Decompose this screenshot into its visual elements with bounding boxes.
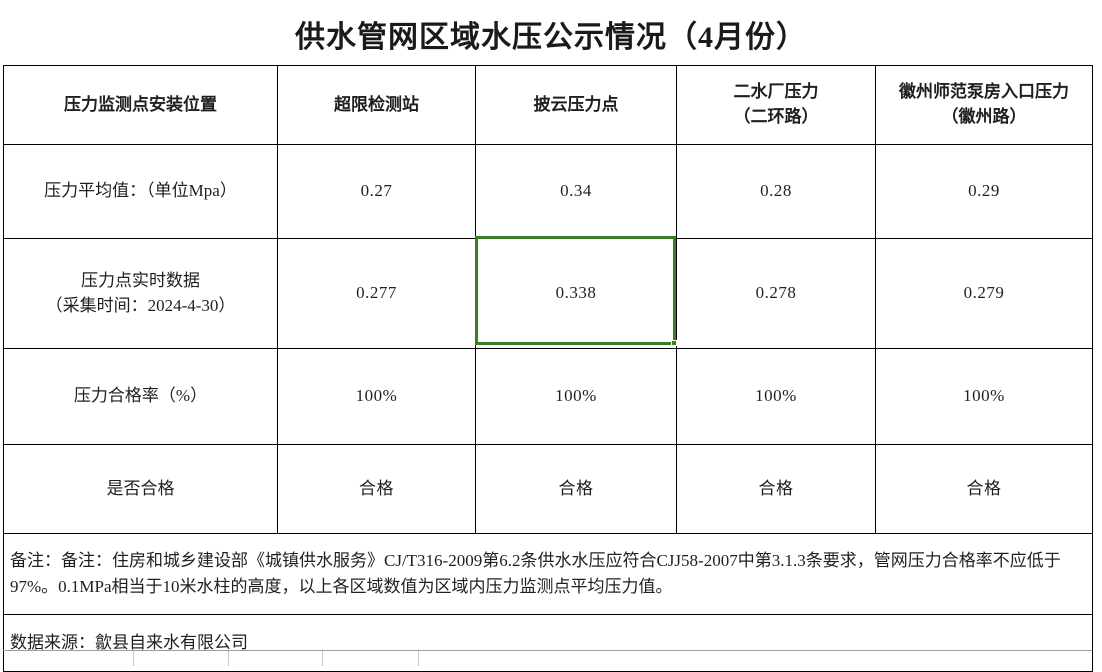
header-ershuichang-line1: 二水厂压力 <box>733 82 819 102</box>
table-row: 压力点实时数据 （采集时间：2024-4-30） 0.277 0.338 0.2… <box>3 238 1093 349</box>
page-title: 供水管网区域水压公示情况（4月份） <box>295 21 807 54</box>
table-note-row: 备注：备注：住房和城乡建设部《城镇供水服务》CJ/T316-2009第6.2条供… <box>3 533 1093 615</box>
pressure-table-container: 压力监测点安装位置 超限检测站 披云压力点 二水厂压力 （二环路） 徽州师范泵房… <box>3 65 1093 672</box>
grid-divider <box>228 651 229 666</box>
cell-realtime-chaoxian[interactable]: 0.277 <box>277 238 476 349</box>
note-cell: 备注：备注：住房和城乡建设部《城镇供水服务》CJ/T316-2009第6.2条供… <box>3 533 1093 615</box>
row-label-realtime-data: 压力点实时数据 （采集时间：2024-4-30） <box>3 238 278 349</box>
table-header-row: 压力监测点安装位置 超限检测站 披云压力点 二水厂压力 （二环路） 徽州师范泵房… <box>3 65 1093 145</box>
header-cell-piyun: 披云压力点 <box>475 65 677 145</box>
cell-passrate-piyun[interactable]: 100% <box>475 348 677 445</box>
row-label-average-pressure: 压力平均值：（单位Mpa） <box>3 144 278 239</box>
grid-divider <box>418 651 419 666</box>
cell-realtime-ershuichang[interactable]: 0.278 <box>676 238 876 349</box>
cell-average-huizhou[interactable]: 0.29 <box>875 144 1093 239</box>
table-row: 是否合格 合格 合格 合格 合格 <box>3 444 1093 534</box>
grid-divider <box>133 651 134 666</box>
row-label-realtime-line1: 压力点实时数据 <box>81 270 200 290</box>
water-pressure-table: 压力监测点安装位置 超限检测站 披云压力点 二水厂压力 （二环路） 徽州师范泵房… <box>3 65 1093 672</box>
row-label-pass-rate: 压力合格率（%） <box>3 348 278 445</box>
cell-qualified-ershuichang[interactable]: 合格 <box>676 444 876 534</box>
header-cell-ershuichang: 二水厂压力 （二环路） <box>676 65 876 145</box>
cell-realtime-huizhou[interactable]: 0.279 <box>875 238 1093 349</box>
source-cell: 数据来源：歙县自来水有限公司 <box>3 614 1093 672</box>
cell-passrate-huizhou[interactable]: 100% <box>875 348 1093 445</box>
cell-qualified-huizhou[interactable]: 合格 <box>875 444 1093 534</box>
row-label-realtime-line2: （采集时间：2024-4-30） <box>45 295 236 315</box>
grid-divider <box>322 651 323 666</box>
cell-average-ershuichang[interactable]: 0.28 <box>676 144 876 239</box>
table-row: 压力平均值：（单位Mpa） 0.27 0.34 0.28 0.29 <box>3 144 1093 239</box>
cell-realtime-piyun[interactable]: 0.338 <box>475 238 677 349</box>
table-source-row: 数据来源：歙县自来水有限公司 <box>3 614 1093 672</box>
cell-passrate-ershuichang[interactable]: 100% <box>676 348 876 445</box>
table-row: 压力合格率（%） 100% 100% 100% 100% <box>3 348 1093 445</box>
cell-qualified-piyun[interactable]: 合格 <box>475 444 677 534</box>
cell-average-chaoxian[interactable]: 0.27 <box>277 144 476 239</box>
header-cell-huizhou: 徽州师范泵房入口压力 （徽州路） <box>875 65 1093 145</box>
header-cell-location: 压力监测点安装位置 <box>3 65 278 145</box>
header-cell-chaoxian: 超限检测站 <box>277 65 476 145</box>
cell-average-piyun[interactable]: 0.34 <box>475 144 677 239</box>
header-huizhou-line1: 徽州师范泵房入口压力 <box>899 82 1069 102</box>
row-label-qualified: 是否合格 <box>3 444 278 534</box>
cell-qualified-chaoxian[interactable]: 合格 <box>277 444 476 534</box>
spreadsheet-empty-row <box>3 650 1092 666</box>
header-ershuichang-line2: （二环路） <box>733 107 819 126</box>
cell-passrate-chaoxian[interactable]: 100% <box>277 348 476 445</box>
header-huizhou-line2: （徽州路） <box>941 107 1027 126</box>
